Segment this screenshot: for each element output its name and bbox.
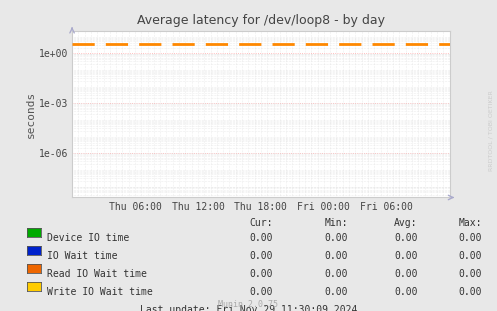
Text: 0.00: 0.00 (250, 269, 273, 279)
Text: 0.00: 0.00 (459, 251, 482, 261)
Text: Last update: Fri Nov 29 11:30:09 2024: Last update: Fri Nov 29 11:30:09 2024 (140, 305, 357, 311)
Text: Avg:: Avg: (394, 218, 417, 228)
Text: 0.00: 0.00 (394, 233, 417, 243)
Text: Min:: Min: (325, 218, 348, 228)
Text: 0.00: 0.00 (250, 233, 273, 243)
Text: IO Wait time: IO Wait time (47, 251, 118, 261)
Text: 0.00: 0.00 (394, 269, 417, 279)
Text: RRDTOOL / TOBI OETIKER: RRDTOOL / TOBI OETIKER (489, 90, 494, 171)
Text: Max:: Max: (459, 218, 482, 228)
Text: 0.00: 0.00 (459, 269, 482, 279)
Text: 0.00: 0.00 (250, 251, 273, 261)
Title: Average latency for /dev/loop8 - by day: Average latency for /dev/loop8 - by day (137, 14, 385, 27)
Text: 0.00: 0.00 (325, 233, 348, 243)
Text: 0.00: 0.00 (325, 251, 348, 261)
Y-axis label: seconds: seconds (26, 91, 36, 138)
Text: 0.00: 0.00 (250, 287, 273, 297)
Text: 0.00: 0.00 (394, 251, 417, 261)
Text: 0.00: 0.00 (325, 287, 348, 297)
Text: Munin 2.0.75: Munin 2.0.75 (219, 300, 278, 309)
Text: Write IO Wait time: Write IO Wait time (47, 287, 153, 297)
Text: Device IO time: Device IO time (47, 233, 129, 243)
Text: Cur:: Cur: (250, 218, 273, 228)
Text: 0.00: 0.00 (394, 287, 417, 297)
Text: 0.00: 0.00 (459, 287, 482, 297)
Text: Read IO Wait time: Read IO Wait time (47, 269, 147, 279)
Text: 0.00: 0.00 (325, 269, 348, 279)
Text: 0.00: 0.00 (459, 233, 482, 243)
